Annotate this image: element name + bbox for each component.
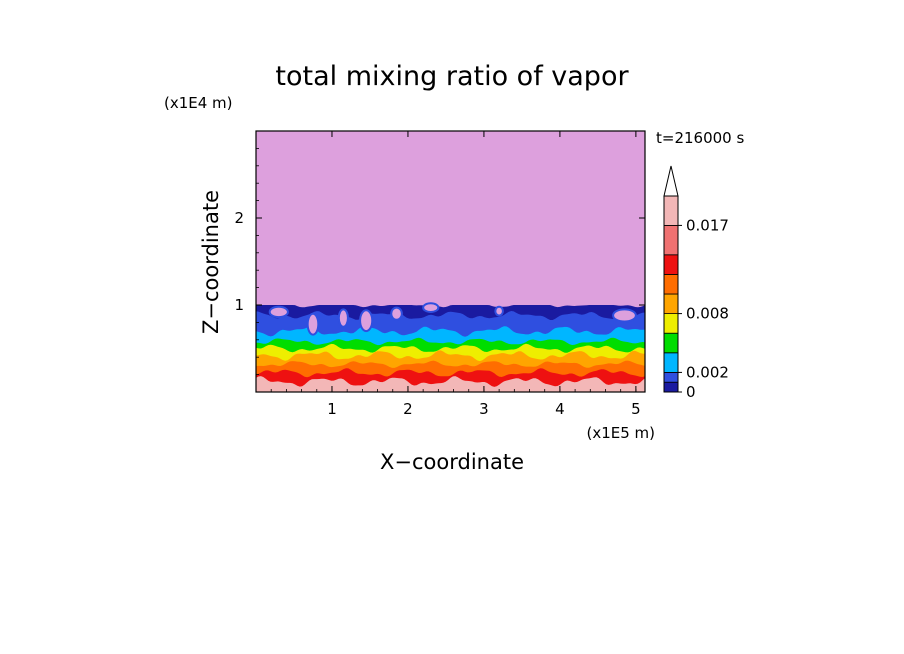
y-tick-label: 2 — [234, 209, 244, 227]
colorbar-swatch — [663, 371, 679, 383]
colorbar-swatch — [663, 195, 679, 226]
x-tick-label: 3 — [479, 400, 489, 418]
contour-plume — [306, 312, 320, 336]
colorbar-label: 0.002 — [686, 363, 729, 381]
colorbar-swatch — [663, 381, 679, 393]
colorbar-frame — [663, 195, 679, 393]
x-ticks: 1 2 3 4 5 — [270, 131, 641, 418]
colorbar-swatch — [663, 313, 679, 334]
contour-band — [256, 376, 645, 392]
contour-plume — [359, 309, 374, 333]
colorbar-swatch — [663, 224, 679, 256]
colorbar-label: 0.008 — [686, 305, 729, 323]
colorbar-label: 0 — [686, 383, 696, 401]
plot-frame — [255, 130, 646, 393]
colorbar-extend-max — [663, 165, 679, 197]
y-ticks: 12 — [234, 147, 645, 376]
colorbar-swatch — [663, 352, 679, 373]
contour-plume — [390, 306, 403, 321]
colorbar: 0 0.002 0.008 0.017 — [663, 165, 729, 401]
y-axis-title: Z−coordinate — [199, 190, 223, 334]
colorbar-swatch — [663, 273, 679, 295]
x-axis-title: X−coordinate — [380, 450, 524, 474]
x-tick-label: 5 — [631, 400, 641, 418]
x-tick-label: 1 — [327, 400, 337, 418]
y-tick-label: 1 — [234, 296, 244, 314]
colorbar-swatch — [663, 332, 679, 354]
chart-title: total mixing ratio of vapor — [275, 61, 629, 92]
x-tick-label: 2 — [403, 400, 413, 418]
colorbar-swatch — [663, 293, 679, 315]
y-unit-label: (x1E4 m) — [164, 94, 233, 112]
contour-plume — [494, 305, 504, 317]
time-label: t=216000 s — [656, 129, 744, 147]
contour-layers — [256, 302, 645, 392]
contour-plume — [422, 302, 440, 313]
colorbar-swatch — [663, 254, 679, 275]
colorbar-label: 0.017 — [686, 216, 729, 234]
x-unit-label: (x1E5 m) — [586, 424, 655, 442]
contour-plume — [612, 308, 637, 323]
x-tick-label: 4 — [555, 400, 565, 418]
contour-plume — [337, 308, 349, 328]
contour-plume — [268, 305, 289, 319]
